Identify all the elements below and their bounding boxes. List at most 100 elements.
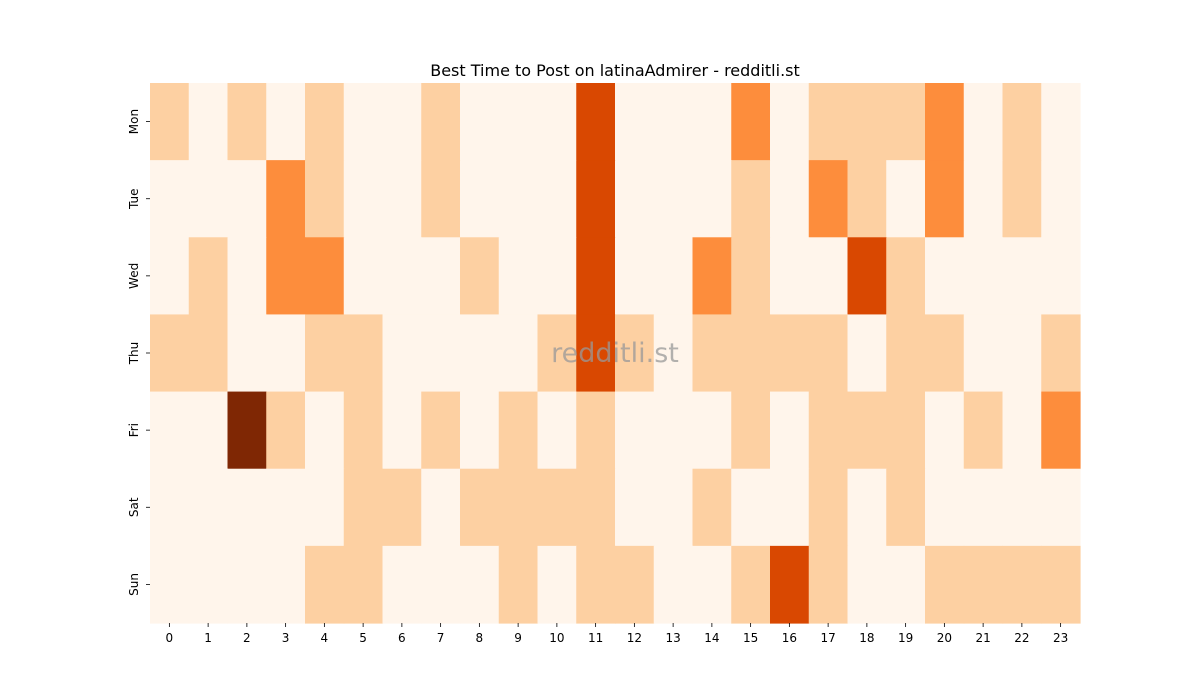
heatmap-cell-tue-15: [731, 160, 771, 238]
heatmap-cell-thu-9: [498, 314, 539, 393]
heatmap-cell-fri-13: [653, 391, 694, 470]
heatmap-cell-mon-19: [886, 83, 926, 161]
heatmap-cell-mon-10: [537, 83, 577, 161]
heatmap-cell-wed-11: [576, 237, 616, 316]
heatmap-cell-tue-14: [692, 160, 732, 238]
heatmap-cell-fri-21: [963, 391, 1004, 470]
heatmap-cell-sat-17: [808, 468, 849, 547]
heatmap-cell-sun-20: [925, 545, 965, 624]
heatmap-cell-thu-16: [770, 314, 810, 393]
heatmap-cell-fri-14: [692, 391, 732, 470]
heatmap-cell-wed-20: [925, 237, 965, 316]
heatmap-cell-wed-1: [188, 237, 229, 316]
heatmap-cell-mon-15: [731, 83, 771, 161]
heatmap-cell-thu-21: [963, 314, 1004, 393]
heatmap-cell-mon-16: [770, 83, 810, 161]
heatmap-cell-wed-3: [266, 237, 306, 316]
x-tick-label: 12: [627, 631, 642, 645]
heatmap-cell-mon-23: [1041, 83, 1081, 161]
heatmap-cell-mon-4: [305, 83, 345, 161]
heatmap-cell-sun-23: [1041, 545, 1081, 624]
heatmap-cell-fri-8: [460, 391, 500, 470]
x-tick-label: 0: [166, 631, 174, 645]
heatmap-cell-sun-19: [886, 545, 926, 624]
heatmap-cell-wed-18: [847, 237, 887, 316]
heatmap-cell-sun-4: [305, 545, 345, 624]
x-tick-label: 4: [321, 631, 329, 645]
heatmap-cell-tue-16: [770, 160, 810, 238]
heatmap-cell-sun-5: [343, 545, 384, 624]
heatmap-cell-sun-6: [382, 545, 422, 624]
x-tick-label: 7: [437, 631, 445, 645]
x-tick-label: 9: [514, 631, 522, 645]
heatmap-cell-mon-5: [343, 83, 384, 161]
heatmap-cell-thu-17: [808, 314, 849, 393]
heatmap-cell-thu-0: [150, 314, 190, 393]
y-axis: Mon Tue Wed Thu Fri Sat Sun: [127, 109, 150, 596]
heatmap-cell-tue-21: [963, 160, 1004, 238]
heatmap-cell-fri-23: [1041, 391, 1081, 470]
y-tick-label: Mon: [127, 109, 141, 134]
x-tick-label: 22: [1014, 631, 1029, 645]
heatmap-cell-mon-20: [925, 83, 965, 161]
heatmap-cell-tue-7: [421, 160, 461, 238]
y-tick-label: Sun: [127, 573, 141, 596]
x-tick-label: 11: [588, 631, 603, 645]
heatmap-cell-tue-11: [576, 160, 616, 238]
heatmap-cell-fri-16: [770, 391, 810, 470]
heatmap-cell-wed-4: [305, 237, 345, 316]
heatmap-cell-wed-23: [1041, 237, 1081, 316]
x-tick-label: 14: [704, 631, 719, 645]
heatmap-cell-tue-2: [227, 160, 267, 238]
heatmap-cell-thu-18: [847, 314, 887, 393]
heatmap-cell-wed-16: [770, 237, 810, 316]
x-tick-label: 10: [549, 631, 564, 645]
heatmap-cell-thu-22: [1002, 314, 1042, 393]
heatmap-cell-sat-11: [576, 468, 616, 547]
heatmap-cell-thu-1: [188, 314, 229, 393]
heatmap-cell-tue-10: [537, 160, 577, 238]
heatmap-cell-tue-22: [1002, 160, 1042, 238]
heatmap-cell-sun-0: [150, 545, 190, 624]
x-tick-label: 1: [204, 631, 212, 645]
heatmap-cell-wed-17: [808, 237, 849, 316]
heatmap-cell-sun-12: [615, 545, 655, 624]
heatmap-cell-mon-8: [460, 83, 500, 161]
heatmap-cell-fri-1: [188, 391, 229, 470]
heatmap-cell-fri-22: [1002, 391, 1042, 470]
heatmap-cell-thu-20: [925, 314, 965, 393]
heatmap-cell-thu-15: [731, 314, 771, 393]
heatmap-cell-mon-11: [576, 83, 616, 161]
heatmap-cell-sat-19: [886, 468, 926, 547]
heatmap-cell-wed-6: [382, 237, 422, 316]
y-tick-label: Fri: [127, 423, 141, 437]
heatmap-cell-thu-8: [460, 314, 500, 393]
heatmap-cell-thu-6: [382, 314, 422, 393]
heatmap-cell-thu-4: [305, 314, 345, 393]
heatmap-cell-wed-8: [460, 237, 500, 316]
heatmap-cell-sat-6: [382, 468, 422, 547]
heatmap-cell-wed-5: [343, 237, 384, 316]
heatmap-cell-sun-18: [847, 545, 887, 624]
heatmap-cell-fri-2: [227, 391, 267, 470]
heatmap-cell-mon-21: [963, 83, 1004, 161]
x-tick-label: 3: [282, 631, 290, 645]
heatmap-cell-mon-14: [692, 83, 732, 161]
heatmap-cell-sat-16: [770, 468, 810, 547]
heatmap-cell-sun-3: [266, 545, 306, 624]
y-tick-label: Tue: [127, 188, 141, 210]
heatmap-cell-mon-22: [1002, 83, 1042, 161]
heatmap-cell-sun-11: [576, 545, 616, 624]
heatmap-cell-mon-7: [421, 83, 461, 161]
heatmap-cell-sat-23: [1041, 468, 1081, 547]
heatmap-cell-thu-3: [266, 314, 306, 393]
chart-title: Best Time to Post on latinaAdmirer - red…: [430, 61, 800, 80]
x-tick-label: 21: [975, 631, 990, 645]
heatmap-cell-tue-17: [808, 160, 849, 238]
x-axis: 0 1 2 3 4 5 6 7 8 9 10 11 12 13 14 15 16 17 18 19 20 21 22 23: [166, 623, 1068, 645]
heatmap-cell-mon-13: [653, 83, 694, 161]
heatmap-cell-tue-1: [188, 160, 229, 238]
heatmap-cell-thu-7: [421, 314, 461, 393]
